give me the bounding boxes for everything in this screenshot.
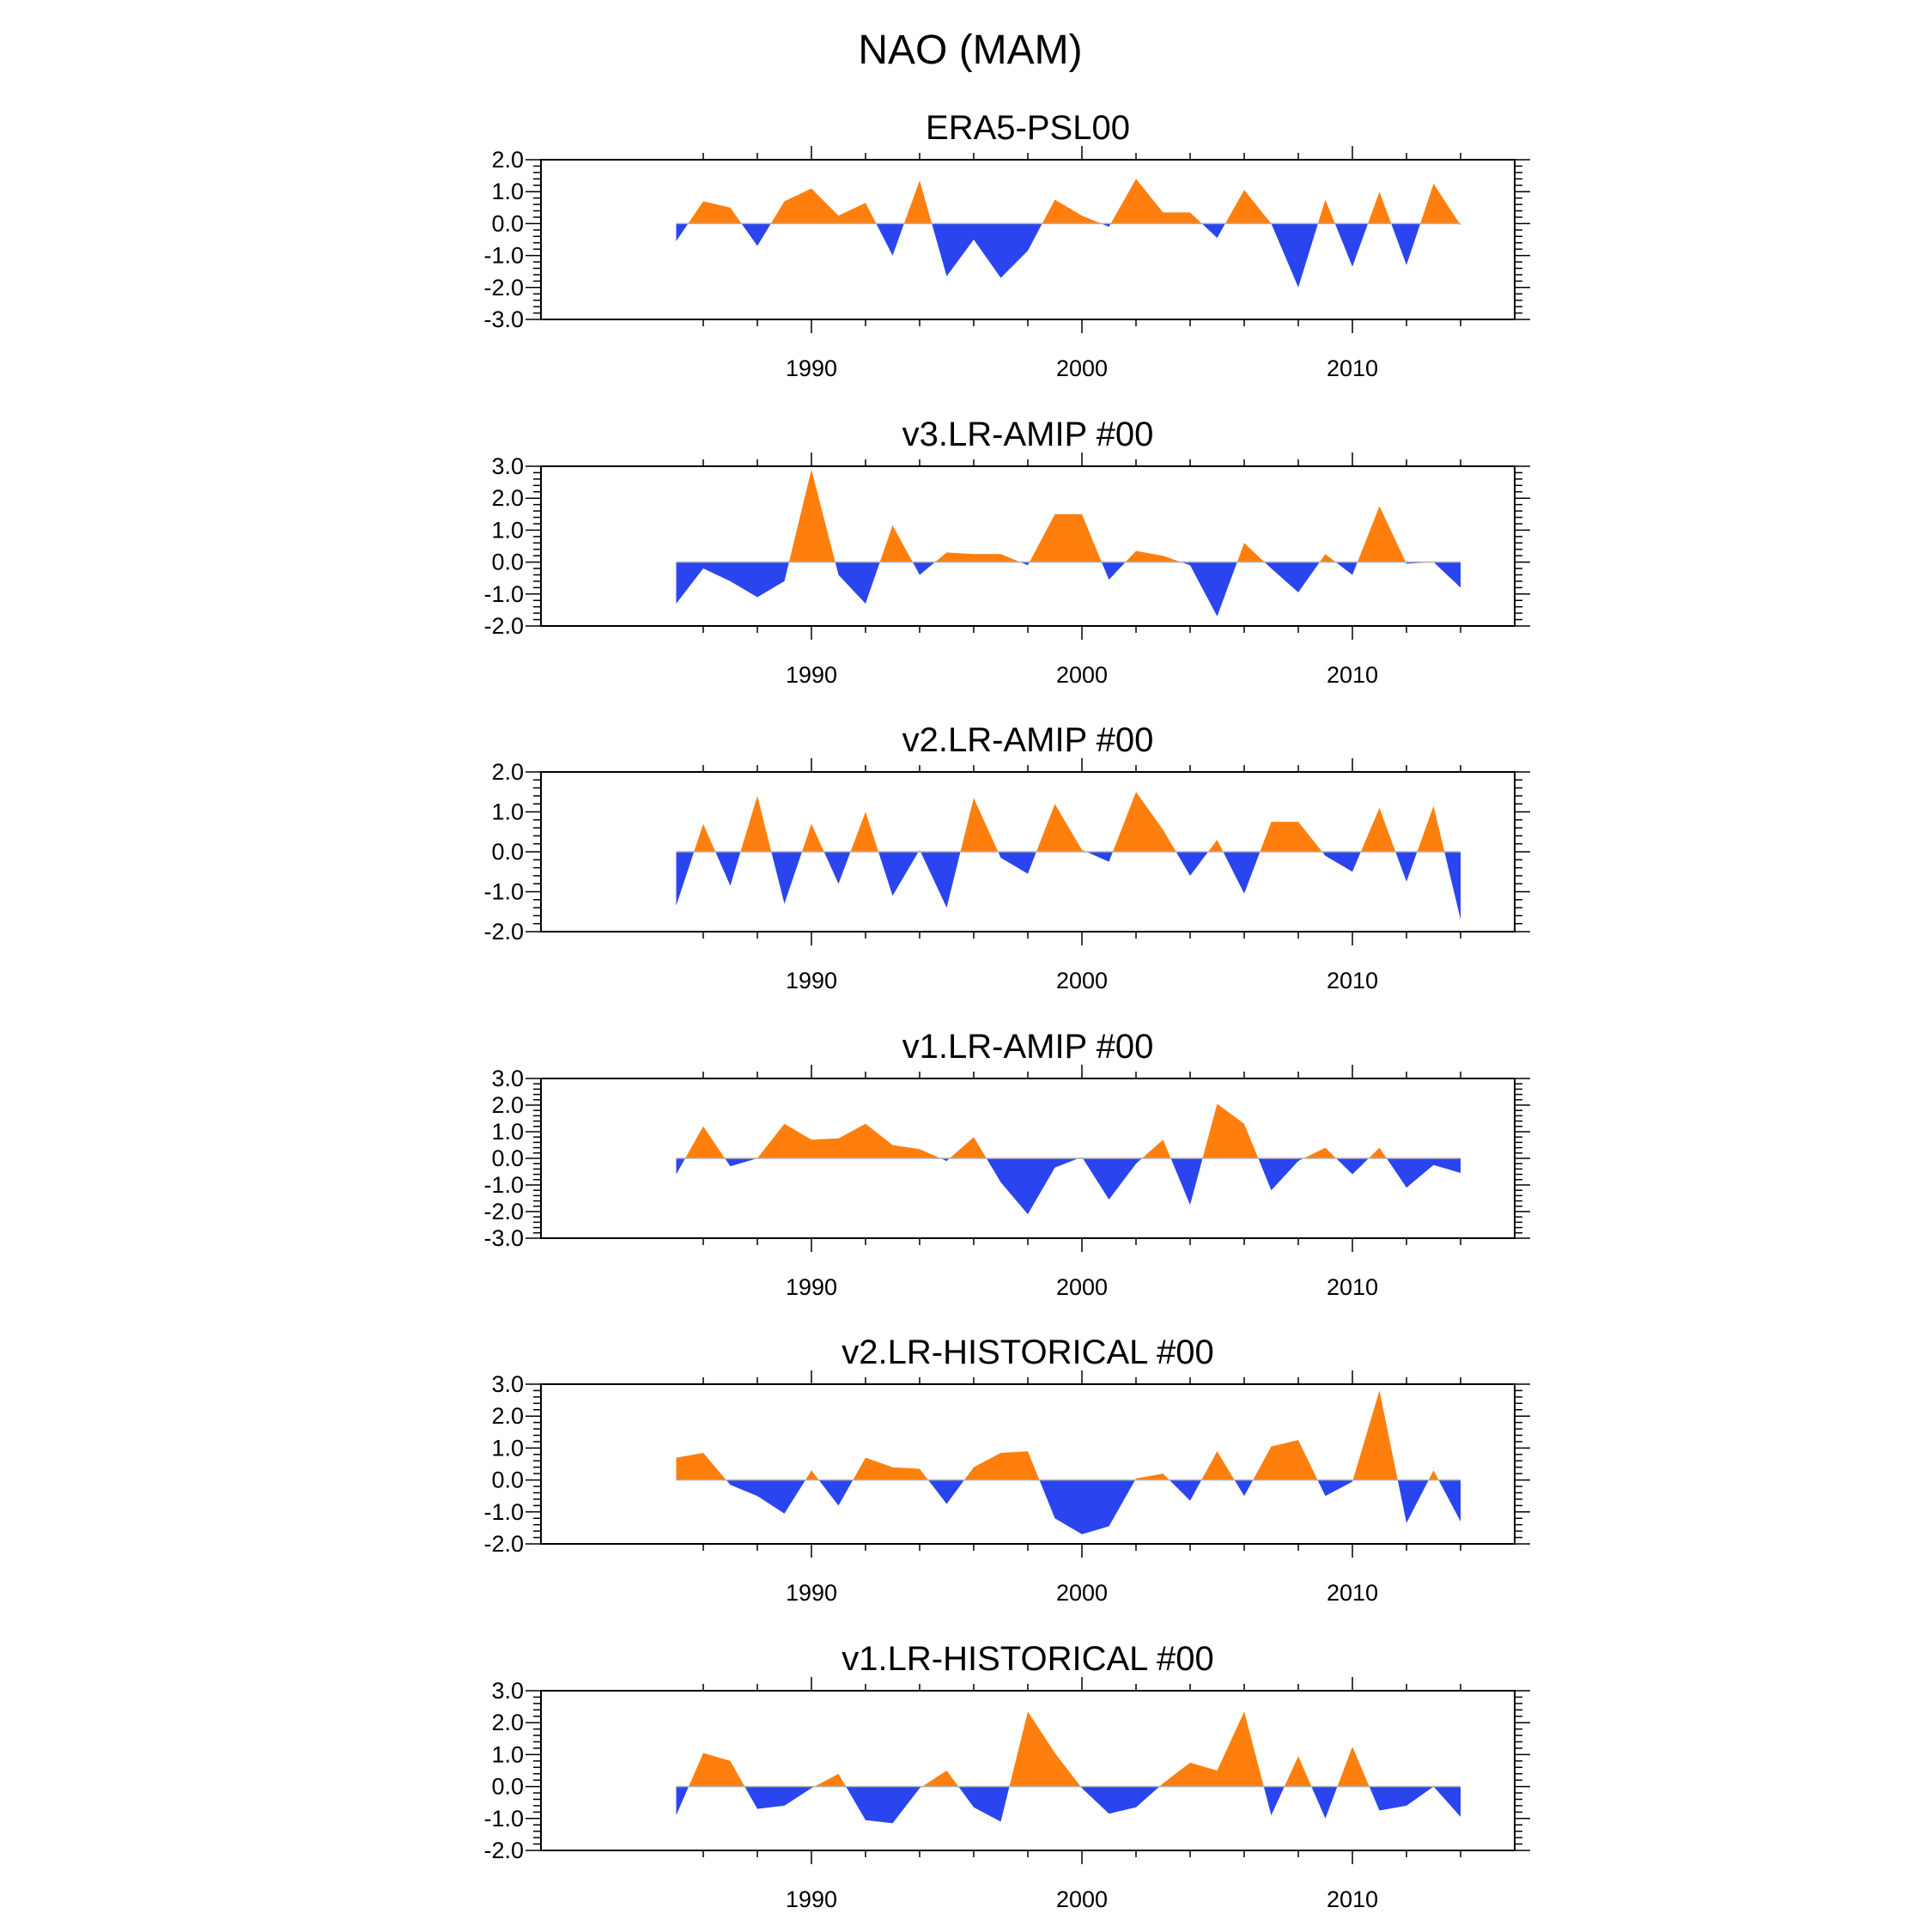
y-tick-label: 1.0 — [491, 1741, 524, 1767]
y-tick-label: 2.0 — [491, 485, 524, 511]
y-tick-label: 0.0 — [491, 1145, 524, 1171]
panel-title: ERA5-PSL00 — [926, 109, 1130, 147]
y-tick-label: 0.0 — [491, 1467, 524, 1493]
y-tick-label: -2.0 — [483, 919, 524, 945]
y-tick-label: 3.0 — [491, 1066, 524, 1091]
x-tick-label: 1990 — [786, 968, 837, 993]
y-tick-label: 2.0 — [491, 1403, 524, 1429]
panel-title: v1.LR-AMIP #00 — [902, 1028, 1154, 1066]
y-tick-label: 3.0 — [491, 1371, 524, 1397]
positive-anomaly-area — [676, 179, 1461, 224]
x-tick-label: 1990 — [786, 1886, 837, 1912]
x-tick-label: 2010 — [1327, 662, 1378, 688]
x-tick-label: 2010 — [1327, 1274, 1378, 1300]
y-tick-label: -2.0 — [483, 1199, 524, 1224]
panel-title: v3.LR-AMIP #00 — [902, 416, 1154, 453]
y-tick-label: 0.0 — [491, 550, 524, 575]
x-tick-label: 1990 — [786, 355, 837, 381]
x-tick-label: 2000 — [1056, 662, 1108, 688]
y-tick-label: -1.0 — [483, 581, 524, 607]
negative-anomaly-area — [676, 1786, 1461, 1824]
positive-anomaly-area — [676, 1711, 1461, 1787]
figure-title: NAO (MAM) — [858, 27, 1082, 73]
x-tick-label: 2000 — [1056, 355, 1108, 381]
y-tick-label: 3.0 — [491, 453, 524, 479]
y-tick-label: -1.0 — [483, 1172, 524, 1198]
y-tick-label: 1.0 — [491, 517, 524, 543]
y-tick-label: 0.0 — [491, 839, 524, 865]
positive-anomaly-area — [676, 1103, 1461, 1158]
y-tick-label: 0.0 — [491, 210, 524, 236]
chart-panel-5: v2.LR-HISTORICAL #00 -2.0 -1.0 0.0 1.0 2.0 3.0… — [483, 1334, 1530, 1606]
panel-title: v1.LR-HISTORICAL #00 — [841, 1640, 1214, 1678]
positive-anomaly-area — [676, 792, 1461, 852]
x-tick-label: 1990 — [786, 662, 837, 688]
y-tick-label: -2.0 — [483, 1531, 524, 1557]
x-tick-label: 2000 — [1056, 1886, 1108, 1912]
chart-panel-2: v3.LR-AMIP #00 -2.0 -1.0 0.0 1.0 2.0 3.0 1990 20… — [483, 416, 1530, 688]
negative-anomaly-area — [676, 223, 1461, 288]
x-tick-label: 2010 — [1327, 968, 1378, 993]
negative-anomaly-area — [676, 852, 1461, 920]
x-tick-label: 2010 — [1327, 1886, 1378, 1912]
y-tick-label: -1.0 — [483, 1499, 524, 1525]
negative-anomaly-area — [676, 562, 1461, 617]
chart-panel-1: ERA5-PSL00 -3.0 -2.0 -1.0 0.0 1.0 2.0 1990 2000 2… — [483, 109, 1530, 381]
negative-anomaly-area — [676, 1158, 1461, 1215]
y-tick-label: -1.0 — [483, 879, 524, 905]
y-tick-label: 1.0 — [491, 1435, 524, 1461]
y-tick-label: 0.0 — [491, 1774, 524, 1800]
y-tick-label: 1.0 — [491, 1119, 524, 1145]
x-tick-label: 2000 — [1056, 968, 1108, 993]
panel-title: v2.LR-AMIP #00 — [902, 721, 1154, 759]
y-tick-label: -2.0 — [483, 1838, 524, 1863]
x-tick-label: 2010 — [1327, 355, 1378, 381]
x-tick-label: 2000 — [1056, 1580, 1108, 1606]
x-tick-label: 1990 — [786, 1274, 837, 1300]
x-tick-label: 2000 — [1056, 1274, 1108, 1300]
y-tick-label: 2.0 — [491, 1092, 524, 1118]
y-tick-label: 1.0 — [491, 799, 524, 825]
x-tick-label: 1990 — [786, 1580, 837, 1606]
chart-panel-4: v1.LR-AMIP #00 -3.0-2.0-1.00.01.02.03.0 19… — [483, 1028, 1530, 1300]
y-tick-label: -2.0 — [483, 613, 524, 639]
y-tick-label: 2.0 — [491, 147, 524, 173]
y-tick-label: 2.0 — [491, 759, 524, 785]
y-tick-label: -2.0 — [483, 275, 524, 301]
positive-anomaly-area — [676, 469, 1461, 562]
y-tick-label: -1.0 — [483, 1806, 524, 1832]
chart-panel-3: v2.LR-AMIP #00 -2.0 -1.0 0.0 1.0 2.0 1990 2000 2… — [483, 721, 1530, 993]
y-tick-label: 1.0 — [491, 179, 524, 204]
chart-panel-6: v1.LR-HISTORICAL #00 -2.0 -1.0 0.0 1.0 2.0 3.0… — [483, 1640, 1530, 1912]
y-tick-label: 3.0 — [491, 1678, 524, 1704]
y-tick-label: -1.0 — [483, 243, 524, 269]
y-tick-label: 2.0 — [491, 1710, 524, 1735]
y-tick-label: -3.0 — [483, 307, 524, 332]
x-tick-label: 2010 — [1327, 1580, 1378, 1606]
panel-title: v2.LR-HISTORICAL #00 — [841, 1334, 1214, 1371]
negative-anomaly-area — [676, 1479, 1461, 1534]
y-tick-label: -3.0 — [483, 1225, 524, 1251]
positive-anomaly-area — [676, 1390, 1461, 1480]
